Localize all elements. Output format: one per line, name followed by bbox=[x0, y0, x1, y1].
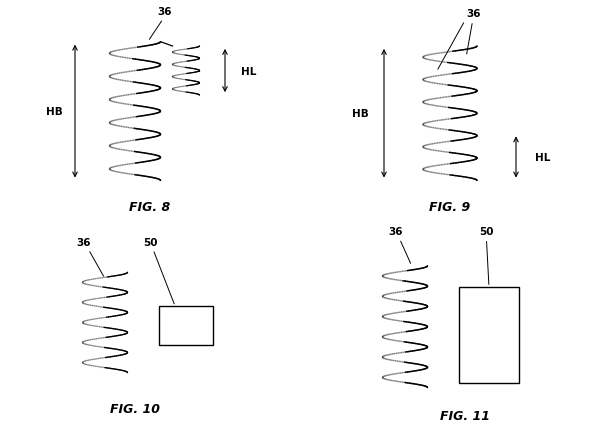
Text: FIG. 8: FIG. 8 bbox=[130, 200, 170, 213]
Text: 50: 50 bbox=[479, 226, 493, 285]
Text: 36: 36 bbox=[77, 237, 104, 276]
Text: FIG. 9: FIG. 9 bbox=[430, 200, 470, 213]
Text: HL: HL bbox=[241, 66, 257, 76]
Text: HL: HL bbox=[535, 153, 551, 163]
Text: 36: 36 bbox=[467, 9, 481, 55]
Bar bbox=[159, 307, 213, 345]
Text: HB: HB bbox=[46, 107, 62, 117]
Text: FIG. 11: FIG. 11 bbox=[440, 409, 490, 422]
Text: 36: 36 bbox=[149, 7, 172, 40]
Text: HB: HB bbox=[352, 109, 368, 119]
Bar bbox=[459, 288, 519, 383]
Text: 50: 50 bbox=[143, 237, 174, 304]
Text: FIG. 10: FIG. 10 bbox=[110, 403, 160, 415]
Text: 36: 36 bbox=[389, 226, 410, 264]
